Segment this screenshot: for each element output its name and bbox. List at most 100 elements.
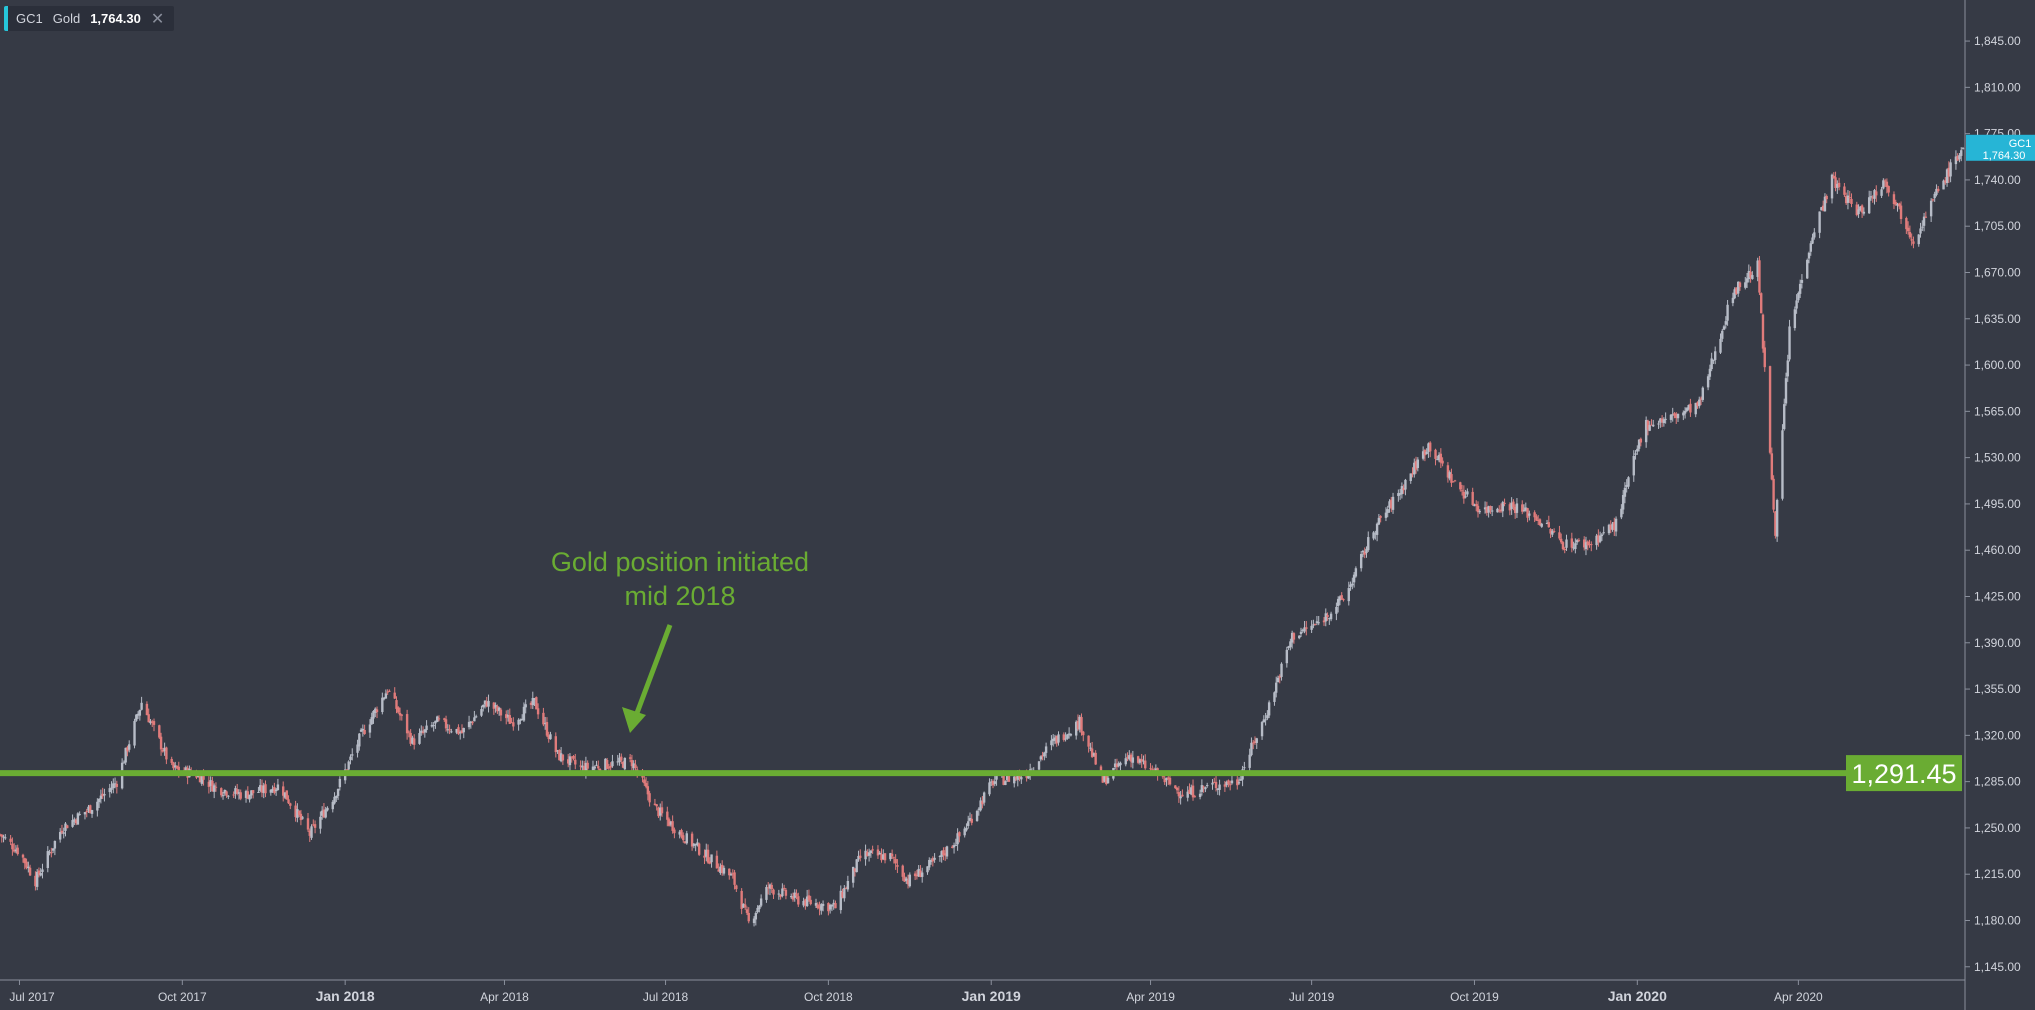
candle: [855, 859, 858, 873]
candle: [161, 747, 165, 753]
symbol-legend[interactable]: GC1 Gold 1,764.30 ✕: [4, 6, 175, 31]
candle: [993, 775, 996, 787]
candle: [646, 781, 650, 801]
candle: [1768, 365, 1772, 455]
candle: [1783, 398, 1786, 431]
candle: [790, 893, 793, 899]
close-icon[interactable]: ✕: [150, 10, 165, 28]
candle: [97, 798, 101, 809]
candle: [393, 687, 396, 700]
candle: [715, 850, 719, 869]
candle: [804, 898, 807, 910]
candle: [547, 731, 550, 743]
candle: [248, 794, 251, 803]
candle: [322, 803, 326, 819]
x-tick-label: Apr 2020: [1774, 990, 1823, 1004]
candle: [1186, 786, 1189, 802]
candle: [443, 717, 446, 722]
candle: [572, 755, 575, 761]
candle: [1763, 340, 1766, 372]
candle: [743, 898, 747, 910]
candle: [262, 782, 265, 799]
candle: [1756, 257, 1759, 282]
candle: [659, 803, 662, 821]
y-tick-label: 1,250.00: [1974, 821, 2021, 835]
candle: [710, 854, 713, 868]
candle: [913, 871, 917, 881]
candle: [1503, 498, 1506, 507]
candle: [967, 815, 970, 829]
candle: [90, 809, 94, 818]
candle: [1255, 737, 1258, 750]
candle: [1873, 188, 1876, 205]
candle: [720, 860, 724, 876]
candle: [28, 864, 32, 877]
candle: [1374, 530, 1377, 540]
candle: [1899, 201, 1903, 224]
candle: [1784, 372, 1788, 406]
candle: [1190, 784, 1193, 796]
candle: [1602, 526, 1605, 535]
candle: [1837, 177, 1841, 191]
candle: [1869, 190, 1873, 201]
candle: [1657, 420, 1660, 429]
candle: [499, 707, 503, 722]
candle: [621, 760, 625, 769]
candle: [101, 787, 104, 799]
candle: [1689, 398, 1692, 417]
candle: [977, 807, 981, 816]
candle: [827, 902, 830, 916]
candle: [1205, 782, 1209, 788]
candle: [1917, 234, 1920, 247]
x-tick-label: Jan 2020: [1608, 988, 1667, 1004]
candle: [1475, 500, 1478, 512]
candle: [1498, 505, 1501, 513]
candle: [1921, 220, 1924, 232]
candle: [1312, 619, 1315, 629]
candle: [807, 889, 811, 902]
candle: [1882, 178, 1885, 190]
candle: [1575, 538, 1579, 545]
annotation-arrow-layer: [622, 624, 673, 733]
y-axis: 1,145.00 1,180.00 1,215.00 1,250.00 1,285.00…: [1964, 0, 2021, 1010]
candle: [492, 701, 496, 715]
candle: [1126, 752, 1129, 762]
candle: [653, 798, 657, 806]
candle: [1354, 566, 1358, 578]
candle: [436, 715, 439, 723]
candle: [906, 874, 910, 889]
candle: [1698, 396, 1701, 409]
candle: [1848, 190, 1851, 204]
y-tick-label: 1,530.00: [1974, 451, 2021, 465]
candle: [853, 868, 857, 877]
y-tick-label: 1,285.00: [1974, 775, 2021, 789]
candle: [1947, 161, 1951, 183]
candles-layer: [0, 147, 1965, 927]
candle: [246, 786, 250, 800]
candle: [958, 831, 961, 843]
candle: [554, 732, 557, 758]
candle: [301, 815, 304, 820]
candle: [933, 853, 936, 863]
candle: [549, 731, 552, 740]
candle: [1278, 674, 1281, 684]
candle: [1846, 190, 1850, 210]
candle: [542, 707, 545, 727]
candle: [1051, 734, 1055, 747]
candle: [250, 790, 253, 799]
candle: [319, 811, 322, 834]
candle: [1708, 364, 1712, 381]
candle: [363, 724, 366, 735]
candle: [1298, 635, 1301, 640]
candle: [692, 843, 696, 849]
candle: [469, 720, 473, 729]
candle: [1342, 598, 1345, 602]
candle: [480, 705, 483, 717]
candle: [274, 788, 278, 796]
candle: [258, 778, 262, 793]
candle: [89, 804, 92, 814]
candle: [908, 872, 912, 888]
candle: [1136, 755, 1140, 765]
